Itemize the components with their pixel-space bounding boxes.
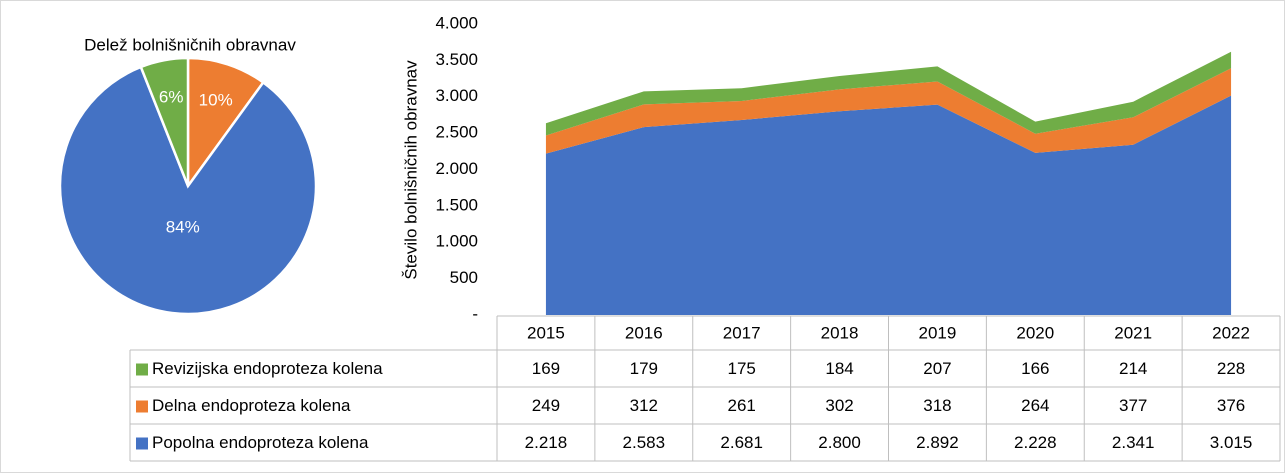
table-cell: 169 (532, 359, 560, 378)
table-cell: 2.228 (1014, 433, 1057, 452)
pie-title: Delež bolnišničnih obravnav (84, 35, 296, 54)
x-tick-label: 2020 (1016, 323, 1054, 342)
x-tick-label: 2018 (821, 323, 859, 342)
legend-swatch (136, 400, 148, 413)
table-cell: 184 (825, 359, 853, 378)
legend-swatch (136, 363, 148, 376)
table-cell: 261 (728, 396, 756, 415)
table-cell: 302 (825, 396, 853, 415)
y-tick-label: 500 (450, 268, 478, 287)
y-tick-label: 2.500 (435, 123, 478, 142)
pie-slice (186, 56, 265, 190)
legend-label: Popolna endoproteza kolena (152, 433, 369, 452)
table-cell: 377 (1119, 396, 1147, 415)
y-axis-label: Število bolnišničnih obravnav (401, 60, 420, 280)
legend-label: Delna endoproteza kolena (152, 396, 351, 415)
table-cell: 3.015 (1210, 433, 1253, 452)
table-cell: 228 (1217, 359, 1245, 378)
table-cell: 2.583 (623, 433, 666, 452)
table-cell: 2.681 (720, 433, 763, 452)
y-tick-label: 2.000 (435, 159, 478, 178)
area (545, 68, 1232, 154)
pie-slice (58, 65, 318, 316)
y-tick-label: 1.500 (435, 195, 478, 214)
table-cell: 2.341 (1112, 433, 1155, 452)
area (545, 51, 1232, 136)
legend-label: Revizijska endoproteza kolena (152, 359, 383, 378)
y-tick-label: 3.500 (435, 50, 478, 69)
y-tick-label: 1.000 (435, 232, 478, 251)
table-cell: 2.218 (525, 433, 568, 452)
table-cell: 2.800 (818, 433, 861, 452)
pie-label: 10% (199, 90, 233, 109)
x-tick-label: 2017 (723, 323, 761, 342)
area (545, 95, 1232, 315)
x-tick-label: 2015 (527, 323, 565, 342)
legend-swatch (136, 437, 148, 450)
table-cell: 2.892 (916, 433, 959, 452)
table-cell: 175 (728, 359, 756, 378)
pie-slice (139, 56, 190, 187)
table-cell: 312 (630, 396, 658, 415)
table-cell: 249 (532, 396, 560, 415)
pie-label: 84% (166, 217, 200, 236)
x-tick-label: 2016 (625, 323, 663, 342)
y-tick-label: 4.000 (435, 13, 478, 32)
table-cell: 179 (630, 359, 658, 378)
y-tick-label: 3.000 (435, 86, 478, 105)
table-cell: 166 (1021, 359, 1049, 378)
table-cell: 214 (1119, 359, 1147, 378)
table-cell: 318 (923, 396, 951, 415)
y-tick-label: - (472, 304, 478, 323)
table-cell: 264 (1021, 396, 1049, 415)
x-tick-label: 2022 (1212, 323, 1250, 342)
table-cell: 376 (1217, 396, 1245, 415)
x-tick-label: 2019 (919, 323, 957, 342)
pie-label: 6% (159, 87, 184, 106)
table-cell: 207 (923, 359, 951, 378)
x-tick-label: 2021 (1114, 323, 1152, 342)
